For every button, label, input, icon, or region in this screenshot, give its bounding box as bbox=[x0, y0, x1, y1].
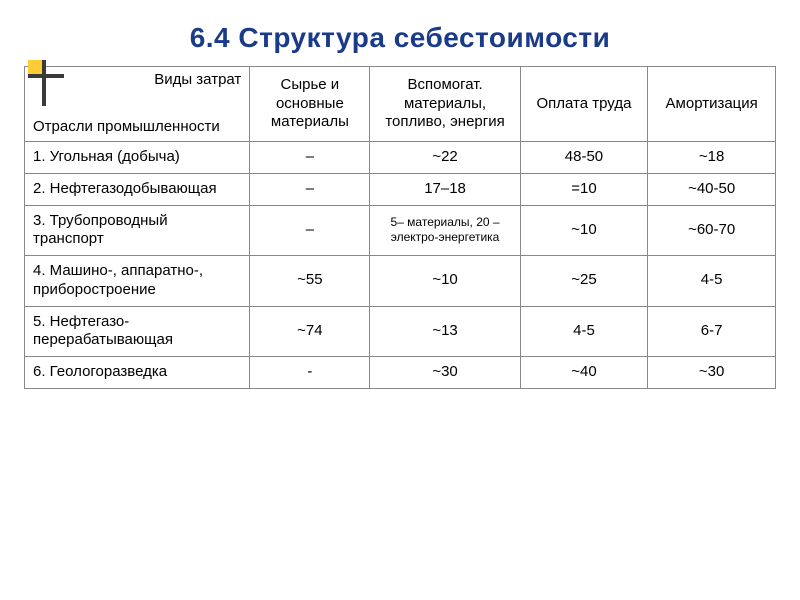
row-cell: 17–18 bbox=[370, 173, 520, 205]
table-header-row: Виды затрат Отрасли промышленности Сырье… bbox=[25, 67, 776, 142]
table-row: 6. Геологоразведка-~30~40~30 bbox=[25, 357, 776, 389]
row-cell: ~74 bbox=[250, 306, 370, 357]
col-header-4: Амортизация bbox=[648, 67, 776, 142]
row-cell: ~22 bbox=[370, 142, 520, 174]
slide-title: 6.4 Структура себестоимости bbox=[24, 22, 776, 54]
row-cell: 5– материалы, 20 – электро-энергетика bbox=[370, 205, 520, 256]
row-cell: 6-7 bbox=[648, 306, 776, 357]
row-cell: ~25 bbox=[520, 256, 648, 307]
row-label: 1. Угольная (добыча) bbox=[25, 142, 250, 174]
row-cell: ~30 bbox=[370, 357, 520, 389]
row-cell: ~30 bbox=[648, 357, 776, 389]
table-row: 4. Машино-, аппаратно-, приборостроение~… bbox=[25, 256, 776, 307]
slide: 6.4 Структура себестоимости Виды затрат … bbox=[0, 0, 800, 600]
row-cell: 48-50 bbox=[520, 142, 648, 174]
row-cell: 4-5 bbox=[648, 256, 776, 307]
col-header-1: Сырье и основные материалы bbox=[250, 67, 370, 142]
header-corner-cell: Виды затрат Отрасли промышленности bbox=[25, 67, 250, 142]
header-corner-top: Виды затрат bbox=[154, 71, 241, 90]
row-cell: ~40-50 bbox=[648, 173, 776, 205]
row-label: 3. Трубопроводный транспорт bbox=[25, 205, 250, 256]
row-cell: =10 bbox=[520, 173, 648, 205]
row-cell: ~55 bbox=[250, 256, 370, 307]
header-corner-bottom: Отрасли промышленности bbox=[33, 118, 220, 137]
table-head: Виды затрат Отрасли промышленности Сырье… bbox=[25, 67, 776, 142]
row-cell: ~60-70 bbox=[648, 205, 776, 256]
table-row: 5. Нефтегазо-перерабатывающая~74~134-56-… bbox=[25, 306, 776, 357]
row-cell: ~40 bbox=[520, 357, 648, 389]
row-label: 4. Машино-, аппаратно-, приборостроение bbox=[25, 256, 250, 307]
col-header-2: Вспомогат. материалы, топливо, энергия bbox=[370, 67, 520, 142]
table-body: 1. Угольная (добыча)–~2248-50~182. Нефте… bbox=[25, 142, 776, 389]
cost-structure-table: Виды затрат Отрасли промышленности Сырье… bbox=[24, 66, 776, 389]
row-label: 5. Нефтегазо-перерабатывающая bbox=[25, 306, 250, 357]
row-cell: – bbox=[250, 142, 370, 174]
row-cell: – bbox=[250, 173, 370, 205]
row-label: 2. Нефтегазодобывающая bbox=[25, 173, 250, 205]
row-cell: - bbox=[250, 357, 370, 389]
col-header-3: Оплата труда bbox=[520, 67, 648, 142]
row-cell: – bbox=[250, 205, 370, 256]
row-cell: ~13 bbox=[370, 306, 520, 357]
row-cell: ~10 bbox=[520, 205, 648, 256]
row-cell: ~10 bbox=[370, 256, 520, 307]
row-label: 6. Геологоразведка bbox=[25, 357, 250, 389]
table-row: 3. Трубопроводный транспорт–5– материалы… bbox=[25, 205, 776, 256]
table-row: 1. Угольная (добыча)–~2248-50~18 bbox=[25, 142, 776, 174]
row-cell: ~18 bbox=[648, 142, 776, 174]
table-row: 2. Нефтегазодобывающая–17–18=10~40-50 bbox=[25, 173, 776, 205]
row-cell: 4-5 bbox=[520, 306, 648, 357]
